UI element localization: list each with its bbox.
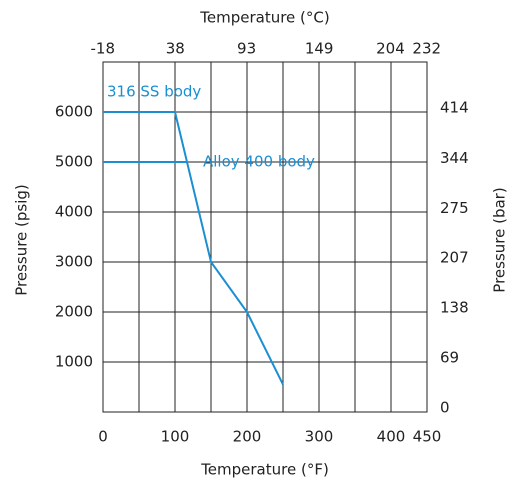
y-tick-label: 5000 bbox=[55, 153, 93, 171]
y-axis-title: Pressure (psig) bbox=[13, 184, 31, 296]
series-label: 316 SS body bbox=[107, 83, 201, 101]
x-axis-title: Temperature (°F) bbox=[200, 461, 329, 479]
x2-tick-label: -18 bbox=[90, 40, 115, 58]
x2-tick-label: 93 bbox=[237, 40, 256, 58]
x2-tick-label: 149 bbox=[305, 40, 334, 58]
x-tick-label: 300 bbox=[305, 428, 334, 446]
y-tick-label: 6000 bbox=[55, 103, 93, 121]
x-tick-label: 400 bbox=[377, 428, 406, 446]
y2-tick-label: 414 bbox=[440, 98, 469, 116]
x2-tick-label: 232 bbox=[412, 40, 441, 58]
x-tick-label: 200 bbox=[233, 428, 262, 446]
x2-axis-title: Temperature (°C) bbox=[199, 9, 329, 27]
y2-tick-label: 138 bbox=[440, 298, 469, 316]
series-line bbox=[103, 111, 284, 385]
x2-tick-label: 38 bbox=[166, 40, 185, 58]
y2-axis-title: Pressure (bar) bbox=[491, 187, 509, 292]
y2-tick-label: 344 bbox=[440, 149, 469, 167]
y-tick-label: 4000 bbox=[55, 203, 93, 221]
y2-tick-label: 207 bbox=[440, 248, 469, 266]
y-tick-label: 3000 bbox=[55, 253, 93, 271]
y2-tick-label: 275 bbox=[440, 199, 469, 217]
series-label: Alloy 400 body bbox=[203, 153, 315, 171]
y2-tick-label: 0 bbox=[440, 399, 450, 417]
x2-tick-label: 204 bbox=[376, 40, 405, 58]
x-tick-label: 100 bbox=[161, 428, 190, 446]
y2-tick-label: 69 bbox=[440, 348, 459, 366]
plot-frame bbox=[102, 61, 428, 413]
x-tick-label: 0 bbox=[98, 428, 108, 446]
y-tick-label: 1000 bbox=[55, 353, 93, 371]
y-tick-label: 2000 bbox=[55, 303, 93, 321]
x-tick-label: 450 bbox=[413, 428, 442, 446]
